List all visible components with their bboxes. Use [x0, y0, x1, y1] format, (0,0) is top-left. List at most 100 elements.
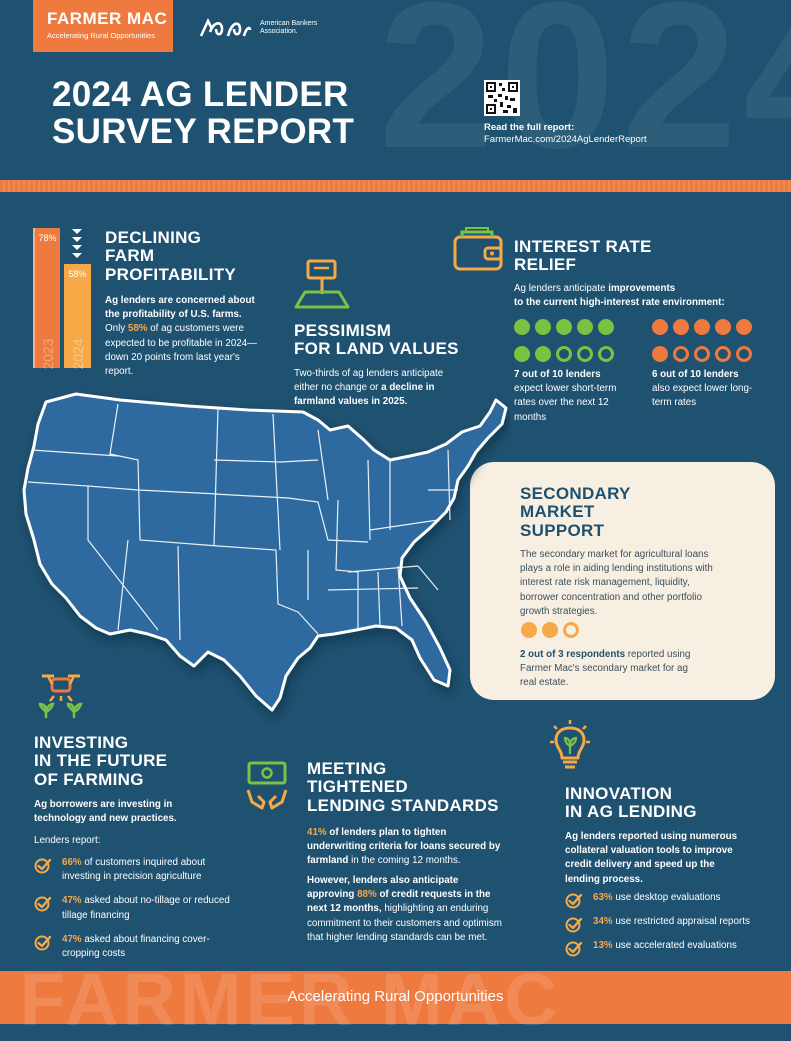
long-term-dot-filled: [652, 319, 668, 335]
innovation-item-label: use restricted appraisal reports: [615, 916, 750, 927]
drone-plant-icon: [38, 674, 83, 718]
innovation-list-item: 13% use accelerated evaluations: [565, 939, 780, 958]
long-term-dot-empty: [736, 346, 752, 362]
long-term-text: also expect lower long-term rates: [652, 383, 753, 409]
investing-item-label: of customers inquired about investing in…: [62, 857, 206, 883]
secondary-body: The secondary market for agricultural lo…: [520, 549, 713, 617]
interest-heading: INTEREST RATE RELIEF: [514, 237, 714, 275]
investing-heading: INVESTING IN THE FUTURE OF FARMING: [34, 733, 234, 789]
profitability-body-pre: Only: [105, 323, 126, 335]
secondary-heading-line-1: SECONDARY: [520, 484, 631, 503]
down-arrows-icon: [72, 229, 82, 258]
aba-mark-icon: [199, 18, 252, 37]
investing-item-pct: 47%: [62, 933, 82, 945]
bar-2024: 58% 2024: [64, 264, 91, 370]
innovation-item-pct: 34%: [593, 916, 613, 927]
long-term-dot-filled: [715, 319, 731, 335]
report-url-link[interactable]: FarmerMac.com/2024AgLenderReport: [484, 134, 647, 145]
secondary-stat: 2 out of 3 respondents reported using Fa…: [520, 648, 700, 691]
long-term-dot-filled: [652, 346, 668, 362]
top-stripe-divider: [0, 180, 791, 192]
aba-name: American Bankers Association.: [260, 20, 318, 35]
standards-heading-line-2: TIGHTENED: [307, 777, 408, 797]
profitability-heading-line-3: PROFITABILITY: [105, 264, 237, 284]
wallet-icon: [453, 227, 503, 271]
investing-item-text: 47% asked about financing cover-cropping…: [62, 933, 244, 961]
long-term-dot-filled: [736, 319, 752, 335]
us-map-icon: [22, 392, 508, 712]
land-body: Two-thirds of ag lenders anticipate eith…: [294, 367, 454, 410]
check-circle-icon: [34, 935, 52, 951]
profitability-body: Ag lenders are concerned about the profi…: [105, 294, 257, 379]
profitability-heading-line-2: FARM: [105, 246, 155, 266]
secondary-heading-line-3: SUPPORT: [520, 520, 605, 540]
land-heading: PESSIMISM FOR LAND VALUES: [294, 321, 484, 359]
standards-p1: 41% of lenders plan to tighten underwrit…: [307, 826, 507, 869]
check-circle-icon: [34, 858, 52, 874]
innovation-item-label: use accelerated evaluations: [615, 940, 737, 951]
land-body-bold: a decline in farmland values in 2025.: [294, 382, 435, 408]
check-circle-icon: [565, 917, 583, 933]
short-term-dot-filled: [535, 319, 551, 335]
secondary-stat-text: reported using Farmer Mac's secondary ma…: [520, 649, 691, 689]
page-title: 2024 AG LENDER SURVEY REPORT: [52, 75, 412, 151]
secondary-dots: [521, 622, 584, 643]
check-circle-icon: [565, 893, 583, 909]
lightbulb-icon: [550, 720, 590, 769]
bar-2024-year-label: 2024: [69, 338, 86, 370]
investing-heading-line-1: INVESTING: [34, 733, 129, 752]
standards-p1-pct: 41%: [307, 827, 327, 838]
short-term-stat: 7 out of 10 lenders expect lower short-t…: [514, 368, 634, 425]
innovation-item-text: 13% use accelerated evaluations: [593, 939, 737, 953]
investing-list: 66% of customers inquired about investin…: [34, 856, 244, 971]
secondary-heading: SECONDARY MARKET SUPPORT: [520, 484, 720, 540]
title-line-1: 2024 AG LENDER: [52, 75, 349, 114]
secondary-stat-bold: 2 out of 3 respondents: [520, 649, 626, 660]
short-term-dot-filled: [556, 319, 572, 335]
standards-heading-line-3: LENDING STANDARDS: [307, 795, 499, 815]
long-term-dot-filled: [673, 319, 689, 335]
aba-logo[interactable]: American Bankers Association.: [198, 16, 330, 40]
interest-intro-bold-2: to the current high-interest rate enviro…: [514, 297, 725, 309]
interest-intro-pre: Ag lenders anticipate: [514, 283, 606, 294]
short-term-bold: 7 out of 10 lenders: [514, 369, 601, 380]
check-circle-icon: [565, 941, 583, 957]
short-term-dot-empty: [556, 346, 572, 362]
long-term-stat: 6 out of 10 lenders also expect lower lo…: [652, 368, 762, 411]
brand-tagline: Accelerating Rural Opportunities: [47, 31, 155, 40]
bar-2023-value-label: 78%: [38, 233, 57, 243]
long-term-dots: [652, 319, 762, 373]
innovation-item-label: use desktop evaluations: [615, 892, 721, 903]
innovation-heading-line-1: INNOVATION: [565, 784, 673, 803]
brand-name: FARMER MAC: [47, 9, 168, 28]
footer-band: [0, 971, 791, 1024]
land-body-pre: Two-thirds of ag lenders anticipate eith…: [294, 368, 444, 394]
innovation-heading: INNOVATION IN AG LENDING: [565, 784, 765, 822]
long-term-bold: 6 out of 10 lenders: [652, 369, 739, 380]
title-line-2: SURVEY REPORT: [52, 111, 355, 151]
long-term-dot-empty: [715, 346, 731, 362]
short-term-dot-empty: [598, 346, 614, 362]
secondary-dot-filled-1: [521, 622, 537, 638]
standards-p2-mid: of credit requests in the next 12 months…: [307, 889, 491, 915]
farmer-mac-logo[interactable]: FARMER MAC Accelerating Rural Opportunit…: [33, 0, 173, 52]
investing-heading-line-3: OF FARMING: [34, 769, 144, 789]
background-year-watermark: 2024: [378, 0, 791, 192]
standards-p2-pct: 88%: [357, 889, 377, 901]
profitability-lead: Ag lenders are concerned about the profi…: [105, 295, 255, 321]
profitability-heading-line-1: DECLINING: [105, 228, 202, 247]
investing-item-text: 47% asked about no-tillage or reduced ti…: [62, 894, 244, 922]
long-term-dot-empty: [673, 346, 689, 362]
investing-list-item: 66% of customers inquired about investin…: [34, 856, 244, 884]
profitability-body-post: of ag customers were expected to be prof…: [105, 323, 257, 378]
investing-item-label: asked about financing cover-cropping cos…: [62, 933, 210, 960]
short-term-dot-filled: [514, 346, 530, 362]
investing-list-item: 47% asked about financing cover-cropping…: [34, 933, 244, 961]
qr-code-icon[interactable]: [484, 80, 520, 116]
interest-heading-line-1: INTEREST RATE: [514, 237, 652, 256]
short-term-dots: [514, 319, 624, 373]
short-term-dot-empty: [577, 346, 593, 362]
standards-p1-tail: in the coming 12 months.: [351, 855, 461, 867]
short-term-dot-filled: [598, 319, 614, 335]
land-heading-line-2: FOR LAND VALUES: [294, 339, 459, 359]
